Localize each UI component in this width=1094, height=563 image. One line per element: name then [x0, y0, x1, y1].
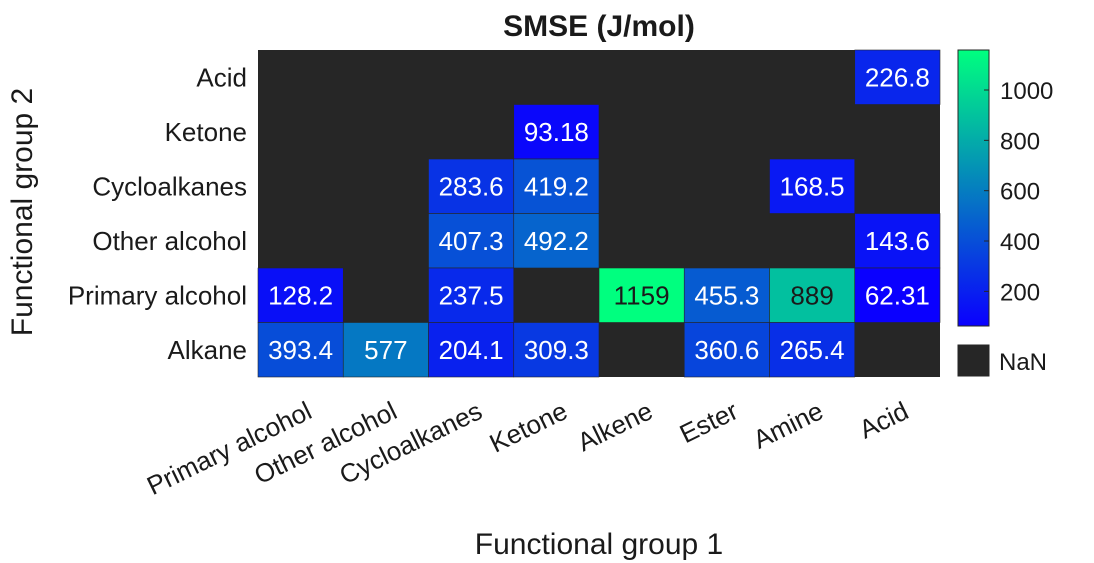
- y-tick-label: Ketone: [165, 117, 247, 147]
- heatmap-cell: [428, 158, 515, 214]
- chart-title: SMSE (J/mol): [503, 10, 695, 43]
- heatmap-cell-labels: 226.8 93.18 283.6 419.2 168.5 407.3 492.2 143.6…: [268, 62, 930, 365]
- heatmap-cell: [683, 267, 770, 323]
- colorbar-tick-label: 200: [1000, 279, 1040, 306]
- heatmap-cell: [513, 158, 600, 214]
- x-tick-label: Ester: [675, 395, 743, 449]
- colorbar-tick-label: 800: [1000, 128, 1040, 155]
- heatmap-cell: [854, 213, 941, 269]
- x-tick-label: Ketone: [485, 395, 572, 458]
- heatmap-cell: [769, 322, 856, 378]
- heatmap-cell-label: 283.6: [439, 171, 504, 201]
- heatmap-cell-label: 360.6: [694, 335, 759, 365]
- heatmap-cell: [513, 213, 600, 269]
- heatmap-cell-label: 143.6: [865, 226, 930, 256]
- heatmap-cell: [428, 322, 515, 378]
- heatmap-cell: [769, 267, 856, 323]
- heatmap-cell: [854, 49, 941, 105]
- heatmap-cell-label: 889: [790, 280, 833, 310]
- heatmap-cell-label: 492.2: [524, 226, 589, 256]
- heatmap-cell: [683, 322, 770, 378]
- x-tick-label: Acid: [854, 395, 913, 444]
- heatmap-cell-label: 577: [364, 335, 407, 365]
- y-tick-label: Cycloalkanes: [92, 171, 247, 201]
- heatmap-cell-label: 309.3: [524, 335, 589, 365]
- y-tick-label: Acid: [196, 62, 247, 92]
- x-axis-label: Functional group 1: [475, 528, 724, 561]
- y-tick-label: Other alcohol: [92, 226, 247, 256]
- heatmap-cell-label: 93.18: [524, 117, 589, 147]
- x-tick-label: Amine: [748, 395, 827, 454]
- colorbar-tick-label: 400: [1000, 229, 1040, 256]
- heatmap-cell-label: 393.4: [268, 335, 333, 365]
- heatmap-cell-label: 455.3: [694, 280, 759, 310]
- nan-legend-label: NaN: [999, 349, 1047, 376]
- heatmap-cell-label: 128.2: [268, 280, 333, 310]
- heatmap-cell: [428, 267, 515, 323]
- colorbar-tick-label: 600: [1000, 179, 1040, 206]
- y-tick-label: Primary alcohol: [68, 280, 247, 310]
- heatmap-cell: [257, 267, 344, 323]
- heatmap-cell-label: 265.4: [780, 335, 845, 365]
- colorbar-ticks: 200 400 600 800 1000: [984, 78, 1053, 306]
- heatmap-cell-label: 1159: [614, 280, 670, 310]
- heatmap-cells: [257, 49, 941, 378]
- heatmap-cell: [257, 322, 344, 378]
- heatmap-cell-label: 407.3: [439, 226, 504, 256]
- heatmap-cell-label: 62.31: [865, 280, 930, 310]
- colorbar: [957, 49, 990, 327]
- colorbar-tick-label: 1000: [1000, 78, 1053, 105]
- heatmap-cell: [513, 322, 600, 378]
- heatmap-cell: [513, 104, 600, 160]
- heatmap-cell: [342, 322, 429, 378]
- heatmap-cell: [854, 267, 941, 323]
- heatmap-cell-label: 204.1: [439, 335, 504, 365]
- nan-legend-swatch: [957, 344, 990, 377]
- y-tick-label: Alkane: [168, 335, 248, 365]
- heatmap-cell: [769, 158, 856, 214]
- heatmap-cell-label: 419.2: [524, 171, 589, 201]
- heatmap-cell-label: 226.8: [865, 62, 930, 92]
- heatmap-cell-label: 237.5: [439, 280, 504, 310]
- heatmap-cell: [598, 267, 685, 323]
- y-axis-label: Functional group 2: [6, 88, 39, 337]
- y-axis-tick-labels: Acid Ketone Cycloalkanes Other alcohol Prima…: [68, 62, 247, 365]
- x-tick-label: Alkene: [573, 395, 658, 457]
- heatmap-cell-label: 168.5: [780, 171, 845, 201]
